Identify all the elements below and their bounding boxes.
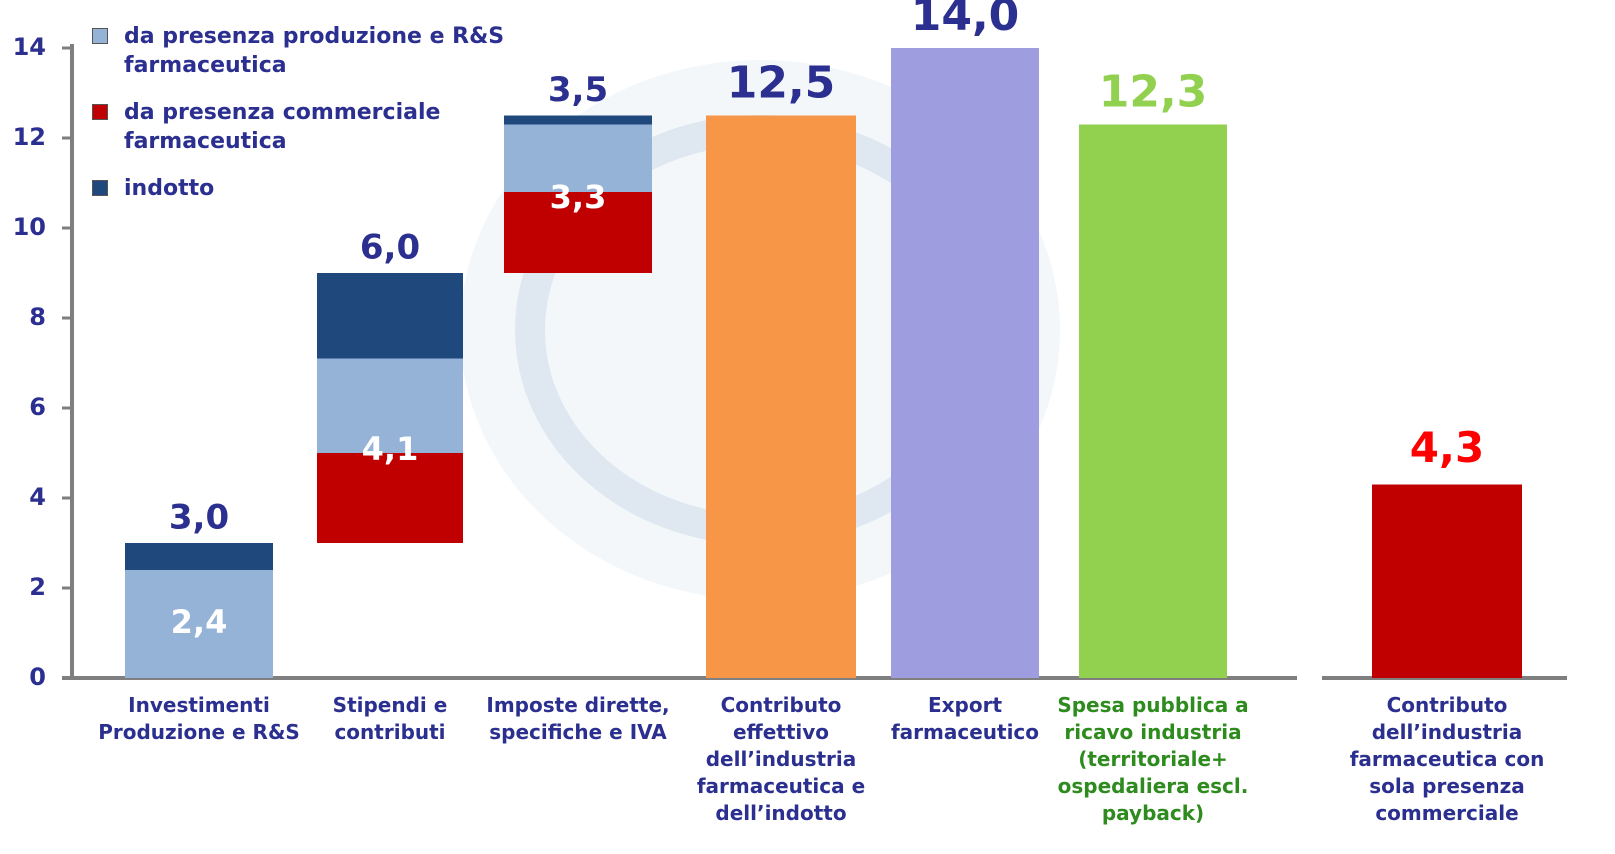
legend: da presenza produzione e R&S farmaceutic…	[92, 22, 532, 221]
x-tick-label: Stipendi e contributi	[320, 692, 460, 746]
legend-item: da presenza commerciale farmaceutica	[92, 98, 532, 156]
x-tick-label: Contributo dell’industria farmaceutica c…	[1337, 692, 1557, 827]
total-label: 12,5	[727, 58, 836, 109]
bar-segment	[317, 273, 463, 359]
y-tick-label: 4	[29, 483, 46, 511]
x-tick-label: Export farmaceutico	[885, 692, 1045, 746]
y-tick-label: 8	[29, 303, 46, 331]
total-label: 12,3	[1099, 67, 1208, 118]
inner-label: 2,4	[171, 603, 228, 641]
bar	[1372, 485, 1522, 679]
inner-label: 3,3	[550, 178, 607, 216]
total-label: 3,5	[548, 70, 608, 110]
total-label: 3,0	[169, 498, 229, 538]
bar	[891, 48, 1039, 678]
legend-item: indotto	[92, 174, 532, 203]
bar-segment	[125, 543, 273, 570]
y-tick-label: 6	[29, 393, 46, 421]
bar	[706, 116, 856, 679]
y-tick-label: 14	[13, 33, 46, 61]
legend-item: da presenza produzione e R&S farmaceutic…	[92, 22, 532, 80]
x-tick-label: Imposte dirette, specifiche e IVA	[468, 692, 688, 746]
y-tick-label: 10	[13, 213, 46, 241]
legend-label: da presenza commerciale farmaceutica	[124, 100, 440, 154]
chart: 0 2 4 6 8 10 12 14 3,0 2,4 6,0 4,1 3,5 3,3 12,5 14,0 12,…	[0, 0, 1615, 854]
y-tick-label: 0	[29, 663, 46, 691]
legend-swatch	[92, 104, 108, 120]
x-tick-label: Contributo effettivo dell’industria farm…	[689, 692, 874, 827]
total-label: 6,0	[360, 228, 420, 268]
y-tick-label: 2	[29, 573, 46, 601]
total-label: 14,0	[911, 0, 1020, 41]
legend-swatch	[92, 28, 108, 44]
legend-label: da presenza produzione e R&S farmaceutic…	[124, 24, 504, 78]
y-tick-label: 12	[13, 123, 46, 151]
inner-label: 4,1	[362, 430, 419, 468]
bar	[1079, 125, 1227, 679]
x-tick-label: Investimenti Produzione e R&S	[69, 692, 329, 746]
legend-label: indotto	[124, 176, 214, 201]
value-label: 4,3	[1410, 423, 1484, 472]
x-tick-label: Spesa pubblica a ricavo industria (terri…	[1041, 692, 1266, 827]
legend-swatch	[92, 180, 108, 196]
